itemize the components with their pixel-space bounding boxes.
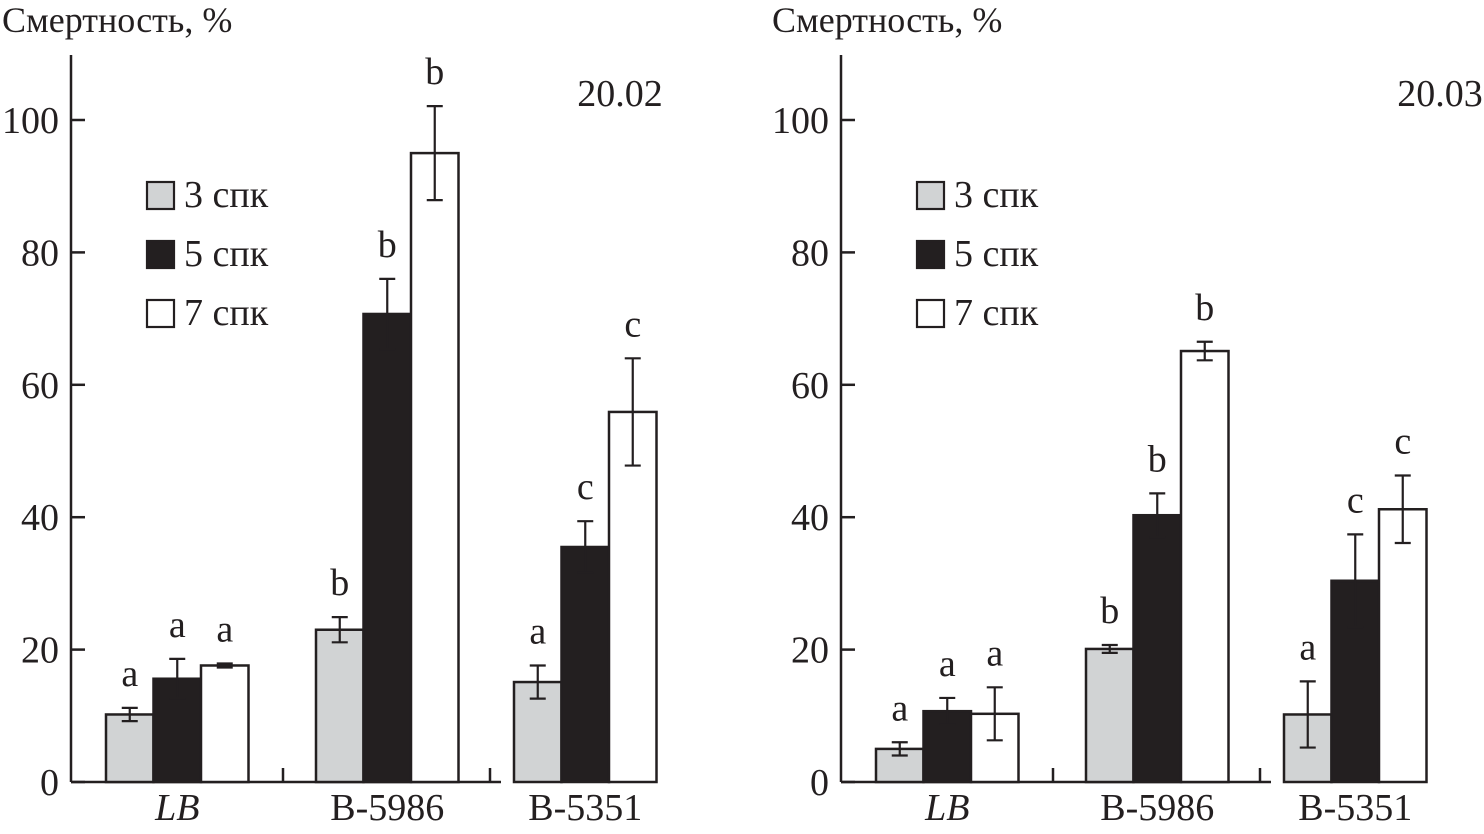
significance-letter: a: [529, 610, 546, 652]
x-tick-label: B-5351: [528, 787, 642, 829]
legend-label: 5 спк: [954, 233, 1039, 275]
bar: [104, 713, 155, 784]
x-tick-label: B-5986: [330, 787, 444, 829]
x-tick-label: B-5986: [1100, 787, 1214, 829]
significance-letter: a: [891, 687, 908, 729]
y-tick-label: 100: [772, 100, 829, 142]
bar: [560, 545, 611, 784]
significance-letter: b: [425, 51, 444, 93]
y-tick-label: 0: [810, 762, 829, 804]
legend-swatch: [145, 298, 176, 329]
y-tick-label: 100: [2, 100, 59, 142]
significance-letter: a: [986, 632, 1003, 674]
chart-title: 20.03: [1397, 73, 1483, 115]
significance-letter: a: [121, 653, 138, 695]
significance-letter: b: [378, 224, 397, 266]
y-tick-label: 80: [791, 232, 829, 274]
bar: [362, 312, 413, 784]
legend-swatch: [145, 180, 176, 211]
y-tick-label: 40: [21, 497, 59, 539]
y-tick-label: 40: [791, 497, 829, 539]
y-tick-label: 60: [791, 365, 829, 407]
legend-swatch: [915, 239, 946, 270]
significance-letter: a: [169, 604, 186, 646]
bar: [1132, 513, 1183, 784]
significance-letter: a: [216, 609, 233, 651]
legend-label: 7 спк: [954, 292, 1039, 334]
y-tick-label: 80: [21, 232, 59, 274]
legend-label: 3 спк: [184, 174, 269, 216]
bar: [607, 410, 658, 784]
x-tick-label: B-5351: [1298, 787, 1412, 829]
significance-letter: c: [1347, 479, 1364, 521]
legend-swatch: [915, 180, 946, 211]
significance-letter: c: [624, 303, 641, 345]
bar: [199, 664, 250, 784]
significance-letter: b: [1195, 287, 1214, 329]
bar: [1179, 349, 1230, 784]
bar: [314, 628, 365, 784]
chart-title: 20.02: [577, 73, 663, 115]
legend-swatch: [915, 298, 946, 329]
y-axis-label: Смертность, %: [2, 0, 232, 40]
y-tick-label: 20: [21, 630, 59, 672]
significance-letter: b: [1148, 438, 1167, 480]
significance-letter: b: [330, 562, 349, 604]
legend-label: 3 спк: [954, 174, 1039, 216]
significance-letter: a: [939, 643, 956, 685]
legend-label: 7 спк: [184, 292, 269, 334]
bar: [1377, 508, 1428, 784]
significance-letter: b: [1100, 590, 1119, 632]
bar: [1084, 647, 1135, 784]
bar: [409, 151, 460, 784]
significance-letter: c: [577, 466, 594, 508]
y-tick-label: 0: [40, 762, 59, 804]
x-tick-label: LB: [154, 787, 199, 829]
significance-letter: c: [1394, 420, 1411, 462]
legend-label: 5 спк: [184, 233, 269, 275]
y-axis-label: Смертность, %: [772, 0, 1002, 40]
significance-letter: a: [1299, 626, 1316, 668]
y-tick-label: 60: [21, 365, 59, 407]
y-tick-label: 20: [791, 630, 829, 672]
legend-swatch: [145, 239, 176, 270]
x-tick-label: LB: [924, 787, 969, 829]
